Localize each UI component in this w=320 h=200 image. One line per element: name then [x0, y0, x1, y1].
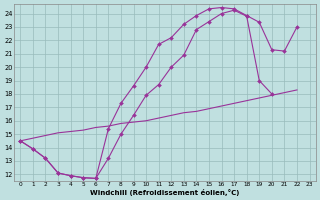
X-axis label: Windchill (Refroidissement éolien,°C): Windchill (Refroidissement éolien,°C) [90, 189, 240, 196]
